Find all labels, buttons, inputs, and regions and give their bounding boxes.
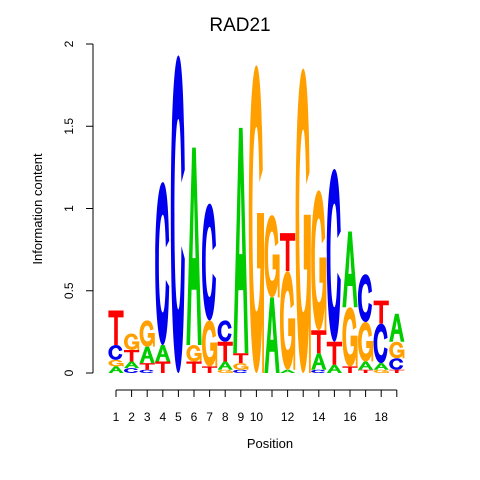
logo-letter-c-pos-5 — [170, 55, 185, 373]
logo-letter-g-pos-9 — [233, 363, 249, 370]
logo-letter-a-pos-6 — [186, 147, 202, 346]
logo-letter-c-pos-19 — [389, 358, 404, 370]
logo-letter-g-pos-6 — [186, 345, 202, 362]
logo-letter-a-pos-1 — [108, 366, 124, 373]
logo-letter-a-pos-18 — [373, 363, 389, 370]
logo-letter-c-pos-8 — [217, 320, 232, 342]
y-tick-label: 1 — [62, 205, 76, 212]
logo-letter-t-pos-1 — [108, 310, 124, 346]
logo-letter-g-pos-18 — [373, 369, 389, 373]
logo-letter-t-pos-2 — [124, 349, 140, 362]
logo-letter-a-pos-2 — [124, 361, 140, 369]
logo-letter-g-pos-16 — [342, 307, 358, 367]
logo-letter-c-pos-1 — [108, 345, 123, 360]
logo-letter-g-pos-1 — [108, 359, 124, 367]
y-tick-label: 0.5 — [62, 282, 76, 299]
logo-letter-c-pos-9 — [233, 369, 248, 373]
y-axis-label: Information content — [30, 153, 45, 265]
logo-letter-a-pos-11 — [264, 297, 280, 373]
logo-letter-t-pos-16 — [342, 366, 358, 373]
logo-letter-c-pos-4 — [155, 182, 170, 346]
y-axis: 0 0.5 1 1.5 2 — [62, 40, 94, 376]
logo-letter-c-pos-15 — [326, 169, 341, 342]
logo-letter-t-pos-6 — [186, 361, 202, 373]
logo-letter-t-pos-9 — [233, 353, 249, 364]
logo-letter-a-pos-15 — [326, 364, 342, 373]
y-tick-label: 1.5 — [62, 118, 76, 135]
logo-letter-a-pos-14 — [311, 353, 327, 370]
x-tick-label: 14 — [312, 410, 326, 424]
logo-letter-a-pos-4 — [155, 345, 171, 362]
logo-letter-t-pos-8 — [217, 341, 233, 362]
logo-letter-a-pos-3 — [139, 346, 155, 364]
logo-letters — [108, 55, 405, 374]
logo-letter-g-pos-2 — [124, 333, 140, 350]
x-tick-label: 5 — [175, 410, 182, 424]
x-tick-label: 2 — [128, 410, 135, 424]
logo-letter-c-pos-14 — [311, 369, 326, 373]
x-tick-label: 8 — [222, 410, 229, 424]
x-tick-label: 3 — [144, 410, 151, 424]
x-tick-label: 10 — [250, 410, 264, 424]
logo-letter-t-pos-17 — [358, 369, 374, 373]
chart-title: RAD21 — [209, 15, 270, 36]
x-tick-label: 1 — [113, 410, 120, 424]
logo-letter-c-pos-7 — [202, 203, 216, 321]
logo-letter-t-pos-14 — [311, 330, 327, 354]
y-tick-label: 0 — [62, 369, 76, 376]
logo-letter-g-pos-11 — [264, 215, 280, 298]
logo-letter-g-pos-12 — [280, 271, 296, 370]
x-axis-label: Position — [247, 436, 293, 451]
x-tick-label: 6 — [191, 410, 198, 424]
x-tick-label: 16 — [343, 410, 357, 424]
logo-letter-a-pos-9 — [233, 127, 249, 354]
logo-letter-c-pos-17 — [358, 274, 372, 323]
x-tick-label: 4 — [159, 410, 166, 424]
x-axis: 1 2 3 4 5 6 7 8 9 10 12 14 16 18 — [113, 389, 398, 424]
logo-letter-a-pos-17 — [358, 361, 374, 370]
logo-letter-g-pos-19 — [389, 341, 405, 359]
logo-letter-t-pos-18 — [373, 300, 389, 324]
logo-letter-g-pos-10 — [248, 65, 264, 373]
logo-letter-a-pos-19 — [389, 313, 405, 342]
logo-letter-t-pos-3 — [139, 363, 155, 370]
logo-letter-t-pos-15 — [326, 341, 342, 365]
logo-letter-t-pos-19 — [389, 369, 405, 373]
logo-letter-t-pos-4 — [155, 361, 171, 373]
logo-letter-g-pos-17 — [358, 322, 374, 362]
logo-letter-t-pos-7 — [202, 366, 218, 373]
logo-letter-a-pos-8 — [217, 361, 233, 370]
logo-letter-g-pos-3 — [139, 320, 155, 347]
logo-letter-g-pos-8 — [217, 369, 233, 373]
logo-letter-g-pos-7 — [202, 320, 218, 367]
logo-letter-g-pos-13 — [295, 68, 311, 374]
x-tick-label: 7 — [206, 410, 213, 424]
x-tick-label: 12 — [281, 410, 295, 424]
logo-letter-a-pos-12 — [280, 369, 296, 373]
logo-letter-g-pos-14 — [311, 190, 327, 331]
logo-letter-c-pos-18 — [373, 323, 388, 364]
x-tick-label: 9 — [237, 410, 244, 424]
logo-letter-c-pos-2 — [124, 368, 138, 373]
logo-letter-a-pos-16 — [342, 231, 358, 308]
x-tick-label: 18 — [375, 410, 389, 424]
logo-letter-t-pos-12 — [280, 233, 296, 272]
y-tick-label: 2 — [62, 40, 76, 47]
logo-letter-c-pos-3 — [139, 369, 154, 373]
